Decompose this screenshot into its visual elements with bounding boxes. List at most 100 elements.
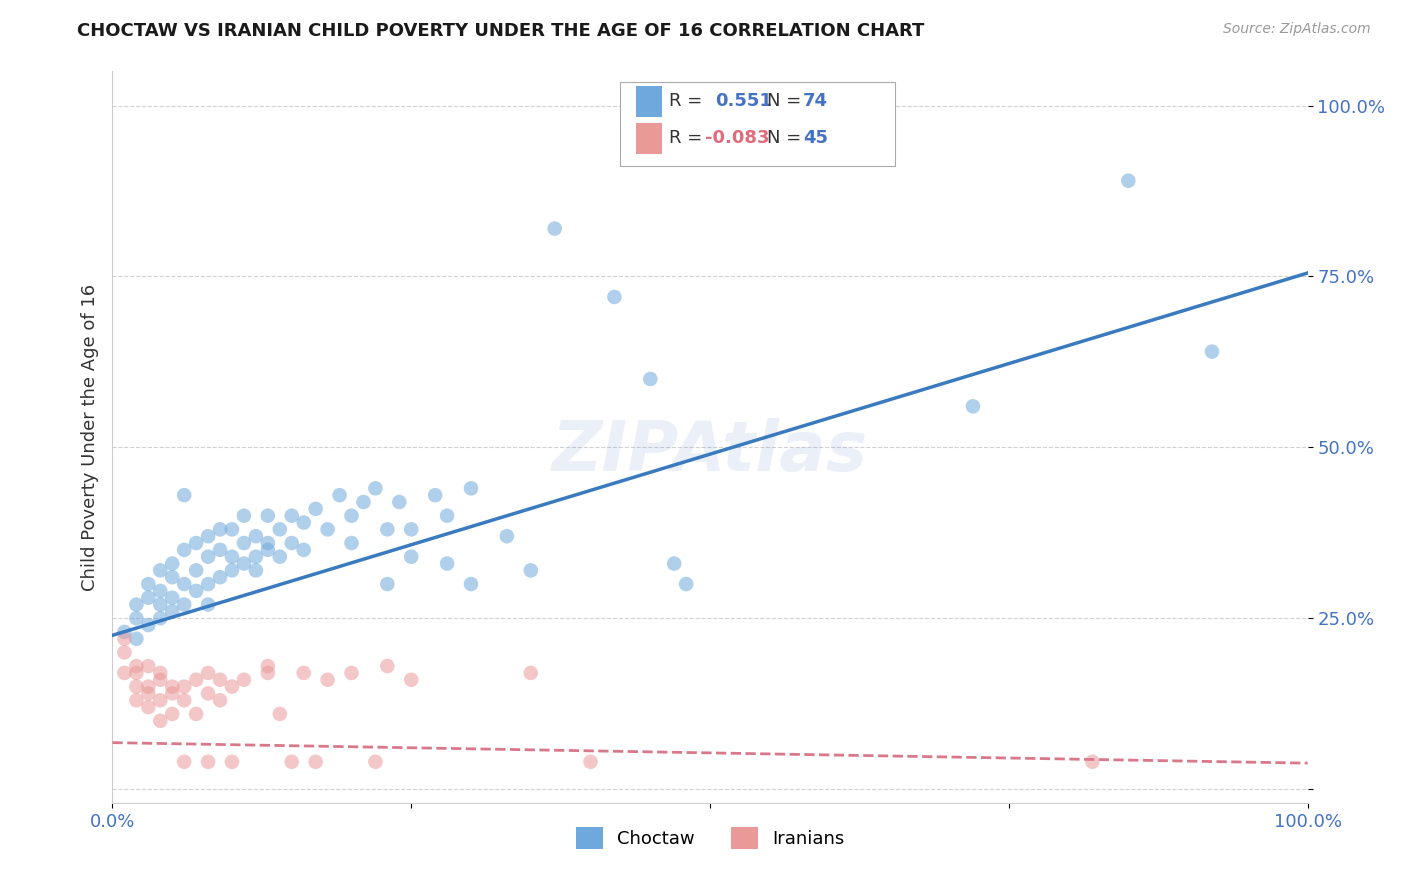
Point [221,680,243,694]
Text: R =: R = [669,129,709,147]
Point [281,508,304,523]
Point [173,755,195,769]
Point [233,508,256,523]
Point [388,495,411,509]
Point [125,632,148,646]
Point [1201,344,1223,359]
Point [377,522,399,536]
Point [173,542,195,557]
Point [401,522,423,536]
Point [186,706,208,721]
Point [401,673,423,687]
Point [149,665,172,680]
Point [114,665,135,680]
Point [197,529,219,543]
Point [292,665,315,680]
Point [364,755,387,769]
Point [221,522,243,536]
Point [377,659,399,673]
Bar [636,86,662,117]
Text: Source: ZipAtlas.com: Source: ZipAtlas.com [1223,22,1371,37]
Point [460,481,482,495]
Point [149,693,172,707]
Point [209,570,232,584]
Point [125,611,148,625]
Text: 45: 45 [803,129,828,147]
Point [162,570,183,584]
Point [162,686,183,700]
Text: N =: N = [768,129,807,147]
Point [138,577,160,591]
Point [197,686,219,700]
Point [316,522,339,536]
Point [138,680,160,694]
Point [281,536,304,550]
Point [173,488,195,502]
Point [125,680,148,694]
Point [125,693,148,707]
Point [269,522,291,536]
Point [425,488,447,502]
Point [149,563,172,577]
FancyBboxPatch shape [620,82,896,167]
Point [233,536,256,550]
Point [496,529,519,543]
Point [340,665,363,680]
Point [114,645,135,659]
Point [329,488,352,502]
Point [186,673,208,687]
Y-axis label: Child Poverty Under the Age of 16: Child Poverty Under the Age of 16 [80,284,98,591]
Point [125,598,148,612]
Point [149,611,172,625]
Point [640,372,662,386]
Text: R =: R = [669,93,709,111]
Point [292,542,315,557]
Point [245,529,267,543]
Point [340,508,363,523]
Point [149,673,172,687]
Point [186,563,208,577]
Point [257,665,280,680]
Point [221,549,243,564]
Point [138,659,160,673]
Text: CHOCTAW VS IRANIAN CHILD POVERTY UNDER THE AGE OF 16 CORRELATION CHART: CHOCTAW VS IRANIAN CHILD POVERTY UNDER T… [77,22,925,40]
Point [221,563,243,577]
Point [1118,174,1140,188]
Text: 0.551: 0.551 [714,93,772,111]
Point [269,549,291,564]
Point [197,577,219,591]
Point [340,536,363,550]
Point [269,706,291,721]
Point [543,221,565,235]
Point [197,598,219,612]
Point [233,557,256,571]
Point [292,516,315,530]
Point [149,598,172,612]
Point [162,680,183,694]
Point [138,700,160,714]
Point [209,522,232,536]
Point [162,604,183,618]
Point [114,624,135,639]
Point [186,536,208,550]
Point [138,686,160,700]
Point [125,659,148,673]
Point [520,665,543,680]
Point [664,557,686,571]
Point [173,693,195,707]
Point [603,290,626,304]
Text: 74: 74 [803,93,828,111]
Point [149,583,172,598]
Point [221,755,243,769]
Point [401,549,423,564]
Point [962,400,984,414]
Point [114,632,135,646]
Point [162,557,183,571]
Point [125,665,148,680]
Point [173,680,195,694]
Point [149,714,172,728]
Text: -0.083: -0.083 [706,129,769,147]
Point [352,495,374,509]
Point [257,536,280,550]
Point [138,591,160,605]
